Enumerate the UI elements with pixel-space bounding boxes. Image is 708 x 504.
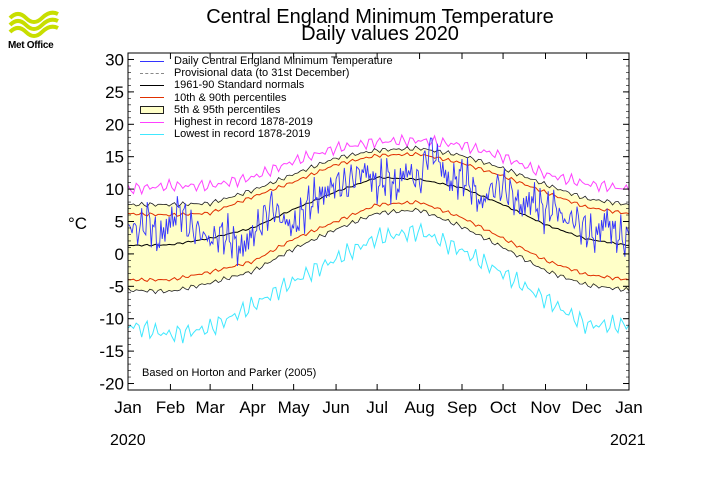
x-tick-label: Nov	[530, 398, 561, 417]
legend-item: Provisional data (to 31st December)	[140, 67, 393, 79]
legend-label: Lowest in record 1878-2019	[174, 128, 311, 141]
legend-label: 10th & 90th percentiles	[174, 91, 287, 104]
y-tick-label: -20	[99, 375, 124, 394]
year-end-label: 2021	[610, 432, 646, 449]
chart-subtitle: Daily values 2020	[301, 23, 459, 45]
lowest-record-line	[127, 222, 630, 344]
y-tick-label: 15	[105, 148, 124, 167]
percentile-10-line	[127, 199, 630, 282]
legend-label: 5th & 95th percentiles	[174, 103, 281, 116]
legend-item: Daily Central England Minimum Temperatur…	[140, 55, 393, 67]
legend-item: 1961-90 Standard normals	[140, 79, 393, 91]
y-tick-label: 25	[105, 83, 124, 102]
x-tick-label: Jun	[322, 398, 349, 417]
x-tick-label: Oct	[490, 398, 517, 417]
x-tick-label: Sep	[447, 398, 477, 417]
y-tick-label: 30	[105, 50, 124, 69]
legend-item: Highest in record 1878-2019	[140, 116, 393, 128]
x-tick-label: Dec	[571, 398, 602, 417]
legend-label: Highest in record 1878-2019	[174, 115, 313, 128]
met-office-logo	[6, 6, 60, 54]
chart-legend: Daily Central England Minimum Temperatur…	[140, 55, 393, 140]
legend-item: 10th & 90th percentiles	[140, 92, 393, 104]
y-tick-label: 5	[115, 213, 124, 232]
percentile-95-line	[127, 145, 630, 208]
percentile-90-line	[127, 151, 630, 217]
normal-line	[127, 176, 629, 247]
x-tick-label: Apr	[239, 398, 266, 417]
x-tick-label: Jan	[114, 398, 141, 417]
y-tick-label: 10	[105, 180, 124, 199]
year-start-label: 2020	[110, 432, 146, 449]
y-tick-label: 20	[105, 115, 124, 134]
x-tick-label: Aug	[404, 398, 434, 417]
y-axis-label: °C	[68, 214, 88, 233]
legend-label: 1961-90 Standard normals	[174, 79, 305, 92]
chart-credit: Based on Horton and Parker (2005)	[142, 367, 317, 379]
highest-record-line	[127, 133, 630, 196]
x-tick-label: Jul	[366, 398, 388, 417]
x-tick-label: Jan	[615, 398, 642, 417]
x-tick-label: May	[278, 398, 311, 417]
legend-item: 5th & 95th percentiles	[140, 104, 393, 116]
daily-temperature-line	[127, 137, 630, 267]
y-tick-label: 0	[115, 245, 124, 264]
x-tick-label: Mar	[195, 398, 225, 417]
y-tick-label: -15	[99, 342, 124, 361]
legend-label: Daily Central England Minimum Temperatur…	[174, 55, 393, 67]
x-tick-label: Feb	[156, 398, 185, 417]
logo-text: Met Office	[8, 40, 54, 51]
percentile-5-line	[127, 207, 630, 295]
chart-title: Central England Minimum Temperature	[206, 6, 554, 28]
y-tick-label: -10	[99, 310, 124, 329]
y-tick-label: -5	[109, 277, 124, 296]
legend-item: Lowest in record 1878-2019	[140, 128, 393, 140]
legend-label: Provisional data (to 31st December)	[174, 67, 350, 80]
percentile-5-95-band	[128, 148, 629, 292]
